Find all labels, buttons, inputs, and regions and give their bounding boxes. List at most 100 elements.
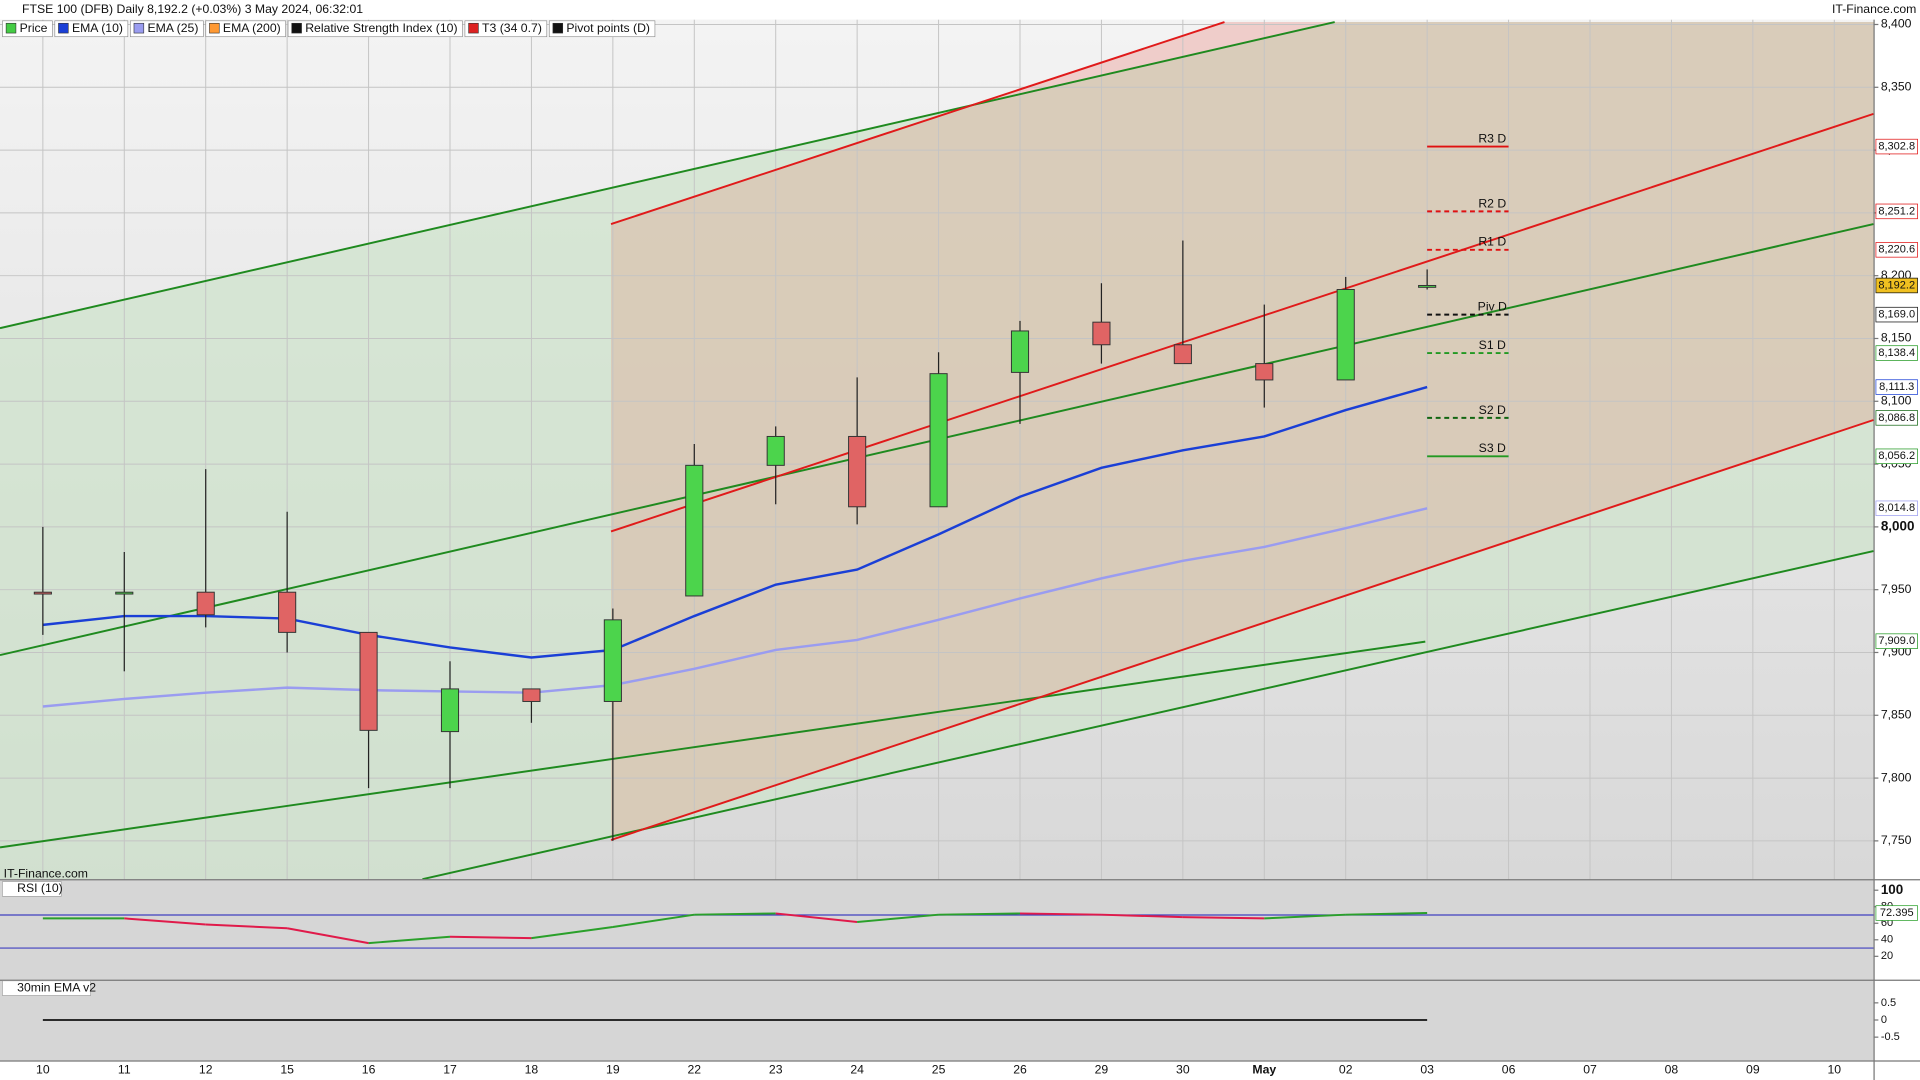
watermark: IT-Finance.com	[4, 867, 88, 881]
price-label: 8,086.8	[1878, 412, 1915, 424]
x-tick-label: 17	[443, 1062, 457, 1076]
legend-item: Relative Strength Index (10)	[287, 20, 463, 38]
candle-body	[766, 435, 785, 466]
candle-body	[278, 591, 297, 633]
pivot-label: R3 D	[1478, 131, 1506, 145]
legend-label: Relative Strength Index (10)	[305, 21, 457, 35]
trend-line	[610, 112, 1874, 533]
price-label: 8,056.2	[1878, 450, 1915, 462]
price-label: 8,220.6	[1878, 244, 1915, 256]
x-tick-label: 29	[1095, 1062, 1109, 1076]
rsi-segment	[612, 913, 695, 928]
candle-body	[115, 591, 134, 595]
price-label-box	[1875, 633, 1918, 649]
pivot-label: S1 D	[1479, 338, 1506, 352]
y-tick-label: 7,850	[1881, 708, 1912, 722]
x-tick-label: 11	[118, 1062, 131, 1076]
legend-label: EMA (25)	[147, 21, 198, 35]
rsi-title: RSI (10)	[17, 881, 63, 895]
price-label: 8,302.8	[1878, 140, 1915, 152]
candle-body	[440, 688, 460, 733]
rsi-tick-label: 20	[1881, 950, 1893, 962]
osc-tick-label: -0.5	[1881, 1031, 1900, 1043]
x-tick-label: 10	[36, 1062, 50, 1076]
legend-label: Price	[20, 21, 48, 35]
y-tick-label: 8,350	[1881, 80, 1912, 94]
legend-swatch	[552, 22, 564, 34]
rsi-segment	[1345, 912, 1428, 916]
price-label-box	[1875, 345, 1918, 361]
legend-box	[464, 20, 548, 38]
candle-body	[1418, 284, 1437, 288]
candle-body	[1336, 289, 1355, 381]
legend-item: Price	[2, 20, 53, 38]
rsi-segment	[531, 926, 613, 940]
header-bar	[0, 0, 1920, 20]
rsi-segment	[1019, 912, 1102, 916]
legend-swatch	[58, 22, 69, 34]
price-label: 8,192.2	[1878, 279, 1915, 291]
rsi-last-label: 72.395	[1880, 907, 1914, 919]
rsi-segment	[205, 923, 288, 930]
osc-tick-label: 0	[1881, 1014, 1887, 1026]
candle-body	[1173, 344, 1192, 365]
price-label: 8,169.0	[1878, 309, 1915, 321]
x-tick-label: 10	[1827, 1062, 1841, 1076]
legend-box	[205, 20, 286, 38]
candle-body	[603, 619, 622, 702]
candle-body	[848, 435, 867, 508]
legend-swatch	[209, 22, 220, 34]
rsi-segment	[286, 927, 369, 945]
price-label: 7,909.0	[1878, 635, 1915, 647]
x-tick-label: 25	[932, 1062, 946, 1076]
legend-item: EMA (200)	[205, 20, 286, 38]
price-label-box	[1875, 500, 1918, 517]
x-tick-label: 19	[606, 1062, 620, 1076]
x-tick-label: 06	[1502, 1062, 1516, 1076]
trend-line	[0, 640, 1426, 849]
rsi-tick-label: 40	[1881, 934, 1893, 946]
rsi-tick-label: 100	[1881, 882, 1903, 897]
x-tick-label: 18	[525, 1062, 539, 1076]
price-label: 8,138.4	[1878, 347, 1915, 359]
x-tick-label: 24	[850, 1062, 864, 1076]
candle-body	[1010, 330, 1030, 373]
x-tick-label: 15	[280, 1062, 294, 1076]
legend-swatch	[133, 22, 145, 34]
pivot-label: S3 D	[1479, 441, 1506, 455]
legend-swatch	[291, 22, 302, 34]
legend-item: Pivot points (D)	[548, 20, 656, 38]
pivot-label: R2 D	[1478, 196, 1506, 210]
legend-item: T3 (34 0.7)	[464, 20, 548, 38]
chart-title: FTSE 100 (DFB) Daily 8,192.2 (+0.03%) 3 …	[22, 2, 363, 16]
legend: Price EMA (10) EMA (25) EMA (200) Relative S…	[2, 20, 656, 38]
rsi-segment	[449, 935, 532, 940]
rsi-segment	[857, 913, 939, 924]
x-tick-label: May	[1252, 1062, 1276, 1076]
y-tick-label: 8,000	[1881, 518, 1915, 533]
rsi-segment	[368, 935, 451, 945]
rsi-segment	[1101, 913, 1183, 919]
legend-swatch	[468, 22, 479, 34]
price-label-box	[1875, 138, 1918, 155]
price-label: 8,014.8	[1878, 502, 1915, 514]
x-tick-label: 30	[1176, 1062, 1190, 1076]
candle-body	[196, 591, 215, 616]
price-label-box	[1875, 410, 1918, 426]
price-label: 8,111.3	[1879, 381, 1914, 393]
panel-tag-box	[2, 980, 91, 996]
trend-line	[610, 21, 1225, 226]
brand: IT-Finance.com	[1832, 2, 1916, 16]
x-tick-label: 08	[1665, 1062, 1679, 1076]
legend-label: EMA (10)	[72, 21, 123, 35]
candle-body	[33, 591, 52, 595]
rsi-segment	[694, 912, 776, 916]
y-tick-label: 8,150	[1881, 331, 1912, 345]
ema-line	[42, 507, 1428, 708]
price-label-box	[1875, 277, 1918, 294]
x-tick-label: 03	[1420, 1062, 1434, 1076]
rsi-segment	[1264, 913, 1346, 920]
price-label-box	[1875, 379, 1918, 395]
price-label-box	[1875, 448, 1918, 465]
